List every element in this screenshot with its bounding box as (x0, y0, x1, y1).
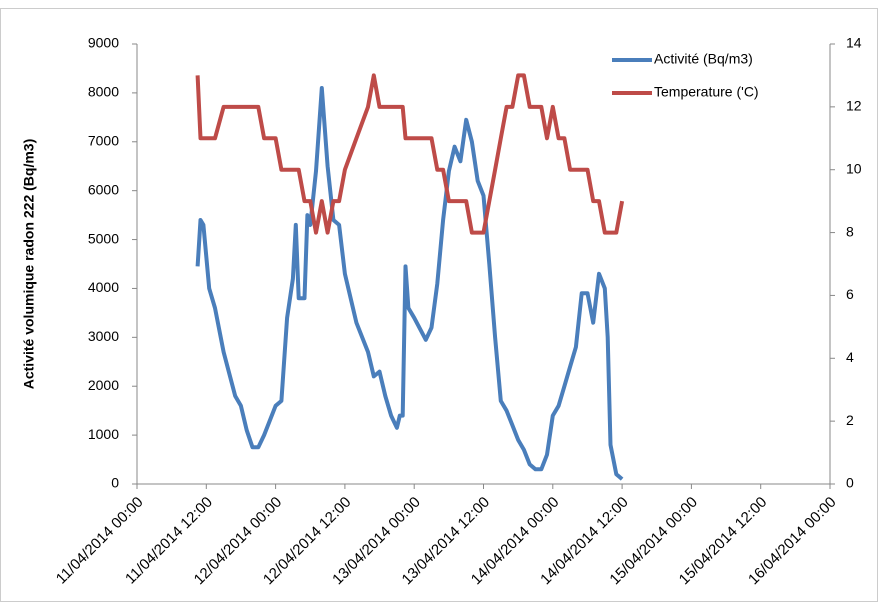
chart-border (0, 8, 878, 602)
y2-tick-label: 2 (846, 412, 854, 428)
y2-tick-label: 4 (846, 349, 854, 365)
y-tick-label: 9000 (88, 35, 119, 51)
y2-tick-label: 8 (846, 223, 854, 239)
y-tick-label: 0 (111, 475, 119, 491)
y2-tick-label: 12 (846, 98, 862, 114)
y-tick-label: 4000 (88, 279, 119, 295)
y-tick-label: 6000 (88, 181, 119, 197)
y2-tick-label: 0 (846, 475, 854, 491)
series-line (195, 73, 625, 235)
series-line (195, 86, 624, 481)
y-axis-label: Activité volumique radon 222 (Bq/m3) (21, 139, 37, 390)
y-tick-label: 1000 (88, 426, 119, 442)
y-tick-label: 5000 (88, 230, 119, 246)
legend-label: Activité (Bq/m3) (654, 51, 753, 67)
y-tick-label: 7000 (88, 132, 119, 148)
y-tick-label: 2000 (88, 377, 119, 393)
y2-tick-label: 10 (846, 160, 862, 176)
legend-label: Temperature ('C) (654, 84, 759, 100)
y-tick-label: 3000 (88, 328, 119, 344)
y2-tick-label: 6 (846, 286, 854, 302)
y2-tick-label: 14 (846, 35, 862, 51)
y-tick-label: 8000 (88, 84, 119, 100)
